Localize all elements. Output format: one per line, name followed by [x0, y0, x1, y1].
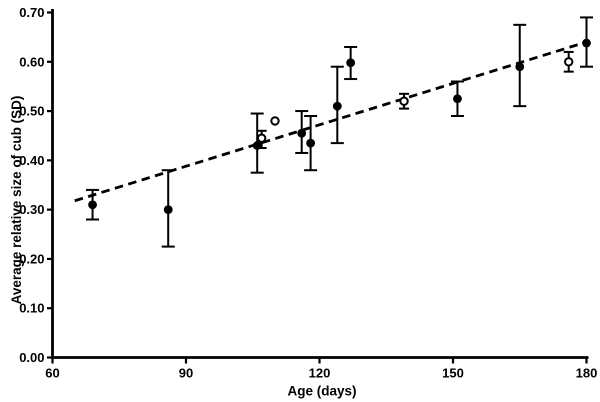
data-point-filled: [453, 94, 462, 104]
x-axis-title: Age (days): [287, 384, 356, 399]
x-tick-label: 60: [45, 366, 59, 381]
y-tick-label: 0.40: [19, 153, 44, 168]
y-tick-label: 0.10: [19, 301, 44, 316]
y-tick-label: 0.50: [19, 104, 44, 119]
data-point-filled: [332, 101, 342, 111]
data-points-layer: [88, 38, 591, 215]
y-tick-label: 0.70: [19, 5, 44, 20]
x-tick-label: 150: [442, 366, 464, 381]
data-point-filled: [346, 58, 356, 68]
data-point-open: [256, 133, 267, 143]
axes-layer: [47, 9, 589, 364]
trend-line-layer: [74, 40, 589, 203]
data-point-filled: [582, 38, 591, 48]
data-point-filled: [88, 200, 97, 210]
x-tick-label: 90: [179, 366, 193, 381]
data-point-open: [564, 57, 574, 67]
y-tick-label: 0.00: [19, 350, 44, 365]
data-point-filled: [515, 62, 525, 72]
tick-labels-layer: 0.00 0.10 0.20 0.30 0.40 0.50 0.60 0.70 60 90 120 1…: [19, 5, 597, 381]
data-point-filled: [252, 141, 262, 150]
error-bars-layer: [86, 16, 593, 248]
y-tick-label: 0.60: [19, 54, 44, 69]
data-point-open: [270, 116, 280, 126]
y-tick-label: 0.20: [19, 251, 44, 266]
data-point-filled: [163, 205, 173, 215]
x-tick-label: 120: [309, 366, 331, 381]
data-point-open: [399, 96, 409, 106]
y-axis-title: Average relative size of cub (SD): [9, 96, 24, 305]
data-point-filled: [306, 138, 315, 148]
y-tick-label: 0.30: [19, 202, 44, 217]
data-point-filled: [297, 128, 307, 138]
x-tick-label: 180: [576, 366, 598, 381]
trend-line: [74, 40, 589, 203]
